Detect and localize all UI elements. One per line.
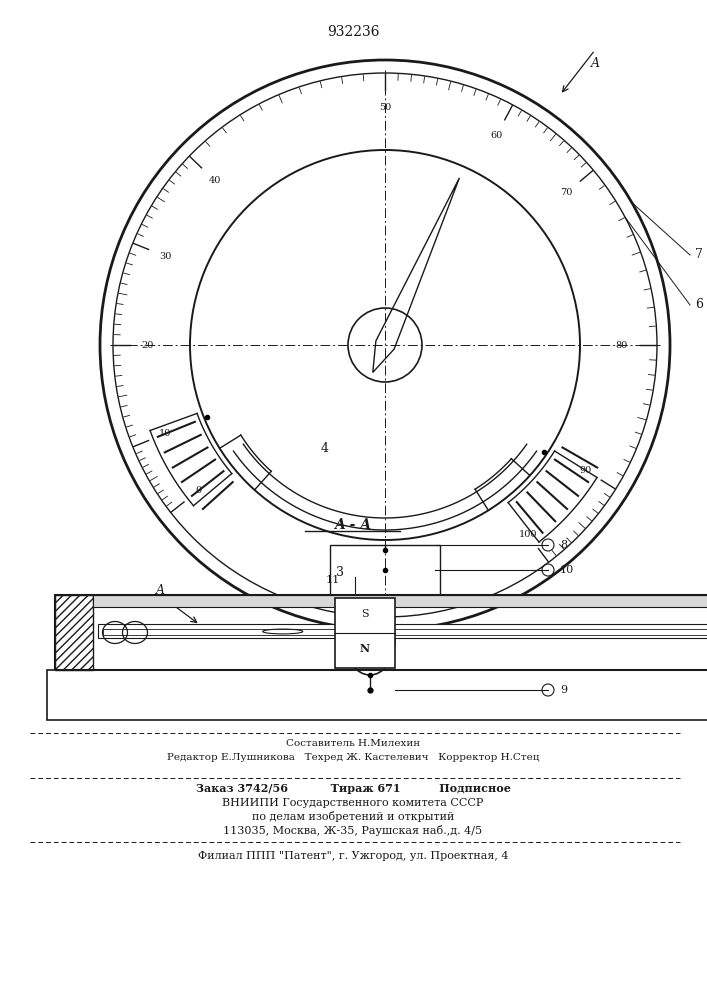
Text: 80: 80: [616, 340, 628, 350]
Text: Редактор Е.Лушникова   Техред Ж. Кастелевич   Корректор Н.Стец: Редактор Е.Лушникова Техред Ж. Кастелеви…: [167, 752, 539, 762]
Bar: [103, 628, 707, 634]
Text: 10: 10: [159, 429, 171, 438]
Bar: [330, 545, 440, 595]
Text: 90: 90: [580, 466, 592, 475]
Text: ВНИИПИ Государственного комитета СССР: ВНИИПИ Государственного комитета СССР: [222, 798, 484, 808]
Text: Заказ 3742/56           Тираж 671          Подписное: Заказ 3742/56 Тираж 671 Подписное: [196, 784, 510, 794]
Text: 50: 50: [379, 104, 391, 112]
Text: 4: 4: [321, 442, 329, 455]
Text: 20: 20: [142, 340, 154, 350]
Text: 70: 70: [561, 188, 573, 197]
Bar: [93, 595, 707, 607]
Bar: [98, 624, 707, 638]
Bar: [47, 670, 707, 720]
Text: 0: 0: [195, 486, 201, 495]
Text: N: N: [360, 643, 370, 654]
Text: по делам изобретений и открытий: по делам изобретений и открытий: [252, 812, 454, 822]
Text: 100: 100: [518, 530, 537, 539]
Text: 3: 3: [336, 566, 344, 579]
Text: 40: 40: [209, 176, 221, 185]
Text: 7: 7: [695, 248, 703, 261]
Text: 60: 60: [490, 131, 503, 140]
Bar: [335, 598, 395, 668]
Text: A - A: A - A: [334, 518, 371, 532]
Text: 113035, Москва, Ж-35, Раушская наб.,д. 4/5: 113035, Москва, Ж-35, Раушская наб.,д. 4…: [223, 826, 483, 836]
Text: 8: 8: [560, 540, 567, 550]
Text: 10: 10: [560, 565, 574, 575]
Text: 6: 6: [695, 298, 703, 311]
Text: S: S: [361, 609, 369, 619]
Text: 30: 30: [159, 252, 171, 261]
Text: A: A: [590, 57, 600, 70]
Text: 9: 9: [560, 685, 567, 695]
Text: A: A: [156, 583, 165, 596]
Bar: [55, 595, 93, 670]
Text: Филиал ППП "Патент", г. Ужгород, ул. Проектная, 4: Филиал ППП "Патент", г. Ужгород, ул. Про…: [198, 851, 508, 861]
Text: 932236: 932236: [327, 25, 379, 39]
Text: Составитель Н.Милехин: Составитель Н.Милехин: [286, 738, 420, 748]
Text: 11: 11: [326, 575, 340, 585]
Bar: [55, 595, 707, 670]
